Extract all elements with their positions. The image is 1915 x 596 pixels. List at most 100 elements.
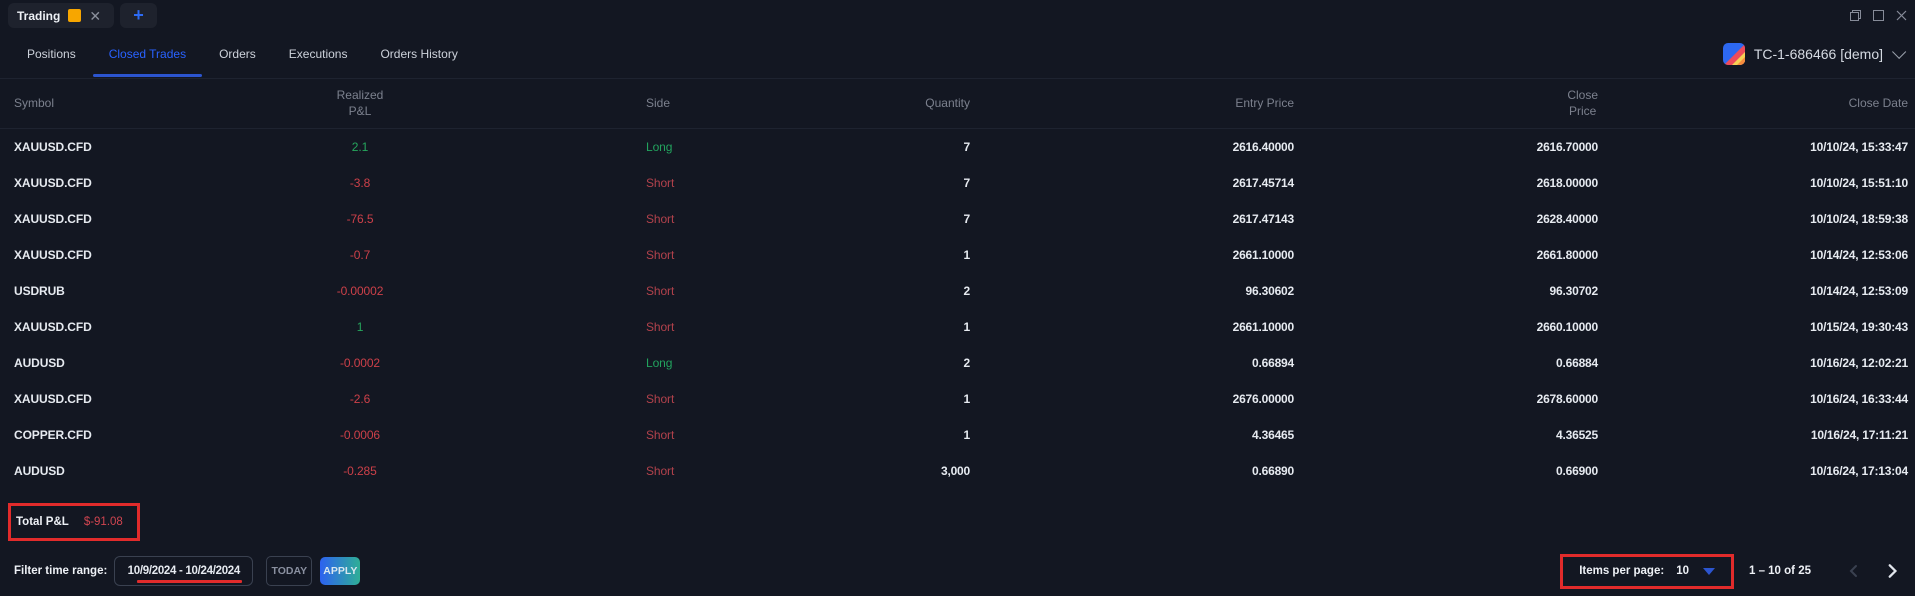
close-window-icon[interactable] — [1895, 9, 1908, 22]
cell-close-date: 10/16/24, 12:02:21 — [1810, 356, 1908, 370]
cell-entry-price: 2617.45714 — [1232, 176, 1295, 190]
cell-close-price: 4.36525 — [1556, 428, 1598, 442]
table-row[interactable]: AUDUSD -0.285 Short 3,000 0.66890 0.66900 10/1… — [0, 453, 1915, 489]
cell-close-price: 2678.60000 — [1536, 392, 1599, 406]
column-header-quantity: Quantity — [925, 95, 970, 110]
cell-close-price: 0.66884 — [1556, 356, 1598, 370]
filter-time-range-label: Filter time range: — [14, 565, 108, 577]
cell-close-date: 10/14/24, 12:53:06 — [1810, 248, 1908, 262]
cell-entry-price: 96.30602 — [1245, 284, 1295, 298]
cell-side: Long — [646, 140, 673, 154]
account-selector[interactable]: TC-1-686466 [demo] — [1722, 30, 1907, 78]
apply-button[interactable]: APPLY — [320, 557, 361, 585]
window-controls — [1849, 9, 1908, 22]
column-header-close-price: Close Price — [1567, 87, 1598, 118]
cell-quantity: 7 — [963, 212, 971, 226]
cell-close-date: 10/16/24, 16:33:44 — [1810, 392, 1908, 406]
column-header-symbol: Symbol — [14, 95, 55, 110]
cell-side: Short — [646, 248, 675, 262]
cell-symbol: XAUUSD.CFD — [14, 212, 92, 226]
cell-entry-price: 2661.10000 — [1232, 320, 1295, 334]
workspace-color-swatch-icon — [68, 9, 82, 22]
cell-close-date: 10/16/24, 17:13:04 — [1810, 464, 1908, 478]
total-pnl-annotation-box: Total P&L $-91.08 — [8, 503, 140, 541]
total-pnl-value: $-91.08 — [83, 516, 123, 528]
previous-page-icon[interactable] — [1845, 562, 1863, 580]
maximize-window-icon[interactable] — [1872, 9, 1885, 22]
cell-close-price: 2628.40000 — [1536, 212, 1599, 226]
cell-quantity: 2 — [963, 356, 971, 370]
date-range-input[interactable]: 10/9/2024 - 10/24/2024 — [114, 556, 254, 586]
pagination-range-label: 1 – 10 of 25 — [1748, 565, 1811, 577]
restore-window-icon[interactable] — [1849, 9, 1862, 22]
cell-realized-pnl: -3.8 — [349, 176, 371, 190]
next-page-icon[interactable] — [1883, 562, 1901, 580]
cell-close-price: 2660.10000 — [1536, 320, 1599, 334]
cell-side: Short — [646, 212, 675, 226]
total-pnl-label: Total P&L — [16, 516, 69, 528]
pager — [1845, 562, 1901, 580]
cell-quantity: 1 — [963, 392, 971, 406]
cell-realized-pnl: 1 — [356, 320, 364, 334]
cell-close-date: 10/16/24, 17:11:21 — [1810, 428, 1908, 442]
cell-quantity: 1 — [963, 320, 971, 334]
table-row[interactable]: USDRUB -0.00002 Short 2 96.30602 96.30702 10/1… — [0, 273, 1915, 309]
cell-symbol: XAUUSD.CFD — [14, 248, 92, 262]
cell-entry-price: 2617.47143 — [1232, 212, 1295, 226]
workspace-tab-trading[interactable]: Trading ✕ — [8, 3, 114, 28]
cell-symbol: XAUUSD.CFD — [14, 320, 92, 334]
add-workspace-button[interactable]: + — [120, 3, 157, 28]
cell-symbol: COPPER.CFD — [14, 428, 92, 442]
cell-side: Short — [646, 464, 675, 478]
cell-symbol: USDRUB — [14, 284, 65, 298]
cell-entry-price: 4.36465 — [1252, 428, 1294, 442]
cell-side: Short — [646, 176, 675, 190]
tab-executions[interactable]: Executions — [288, 47, 348, 61]
items-per-page-dropdown-icon[interactable] — [1702, 567, 1715, 575]
tab-orders-history[interactable]: Orders History — [380, 47, 458, 61]
table-row[interactable]: XAUUSD.CFD -3.8 Short 7 2617.45714 2618.00000… — [0, 165, 1915, 201]
table-row[interactable]: XAUUSD.CFD 2.1 Long 7 2616.40000 2616.70000 10… — [0, 129, 1915, 165]
workspace-tab-title: Trading — [17, 8, 61, 23]
items-per-page-value[interactable]: 10 — [1676, 565, 1689, 577]
cell-symbol: XAUUSD.CFD — [14, 176, 92, 190]
close-workspace-icon[interactable]: ✕ — [89, 7, 102, 24]
tab-closed-trades[interactable]: Closed Trades — [92, 30, 203, 78]
cell-quantity: 3,000 — [940, 464, 970, 478]
column-header-close-date: Close Date — [1848, 95, 1908, 110]
date-range-value: 10/9/2024 - 10/24/2024 — [127, 565, 241, 577]
cell-side: Long — [646, 356, 673, 370]
cell-realized-pnl: -0.0006 — [340, 428, 380, 442]
cell-close-price: 2661.80000 — [1536, 248, 1599, 262]
table-row[interactable]: COPPER.CFD -0.0006 Short 1 4.36465 4.36525 10/… — [0, 417, 1915, 453]
plus-icon: + — [133, 5, 144, 25]
cell-close-date: 10/10/24, 18:59:38 — [1810, 212, 1908, 226]
section-tab-bar: Positions Closed Trades Orders Execution… — [0, 30, 1915, 78]
tab-positions[interactable]: Positions — [27, 47, 76, 61]
cell-symbol: AUDUSD — [14, 464, 65, 478]
cell-close-date: 10/10/24, 15:33:47 — [1810, 140, 1908, 154]
items-per-page-annotation-box: Items per page: 10 — [1560, 553, 1734, 589]
column-header-realized-pnl: Realized P&L — [336, 87, 384, 118]
table-row[interactable]: AUDUSD -0.0002 Long 2 0.66894 0.66884 10/16/24… — [0, 345, 1915, 381]
cell-entry-price: 0.66890 — [1252, 464, 1294, 478]
cell-realized-pnl: -0.0002 — [340, 356, 380, 370]
broker-logo-icon — [1722, 43, 1745, 65]
column-header-entry-price: Entry Price — [1235, 95, 1294, 110]
table-row[interactable]: XAUUSD.CFD -0.7 Short 1 2661.10000 2661.80000… — [0, 237, 1915, 273]
table-row[interactable]: XAUUSD.CFD 1 Short 1 2661.10000 2660.10000 10/… — [0, 309, 1915, 345]
today-button[interactable]: TODAY — [266, 556, 313, 586]
cell-realized-pnl: -2.6 — [349, 392, 371, 406]
cell-quantity: 1 — [963, 248, 971, 262]
column-header-side: Side — [646, 95, 671, 110]
cell-quantity: 7 — [963, 176, 971, 190]
cell-realized-pnl: -0.285 — [343, 464, 377, 478]
table-row[interactable]: XAUUSD.CFD -2.6 Short 1 2676.00000 2678.60000… — [0, 381, 1915, 417]
table-body: XAUUSD.CFD 2.1 Long 7 2616.40000 2616.70000 10… — [0, 129, 1915, 489]
table-header: Symbol Realized P&L Side Quantity Entry … — [0, 78, 1915, 129]
tab-orders[interactable]: Orders — [219, 47, 256, 61]
table-row[interactable]: XAUUSD.CFD -76.5 Short 7 2617.47143 2628.4000… — [0, 201, 1915, 237]
cell-realized-pnl: -76.5 — [346, 212, 374, 226]
cell-close-date: 10/10/24, 15:51:10 — [1810, 176, 1908, 190]
